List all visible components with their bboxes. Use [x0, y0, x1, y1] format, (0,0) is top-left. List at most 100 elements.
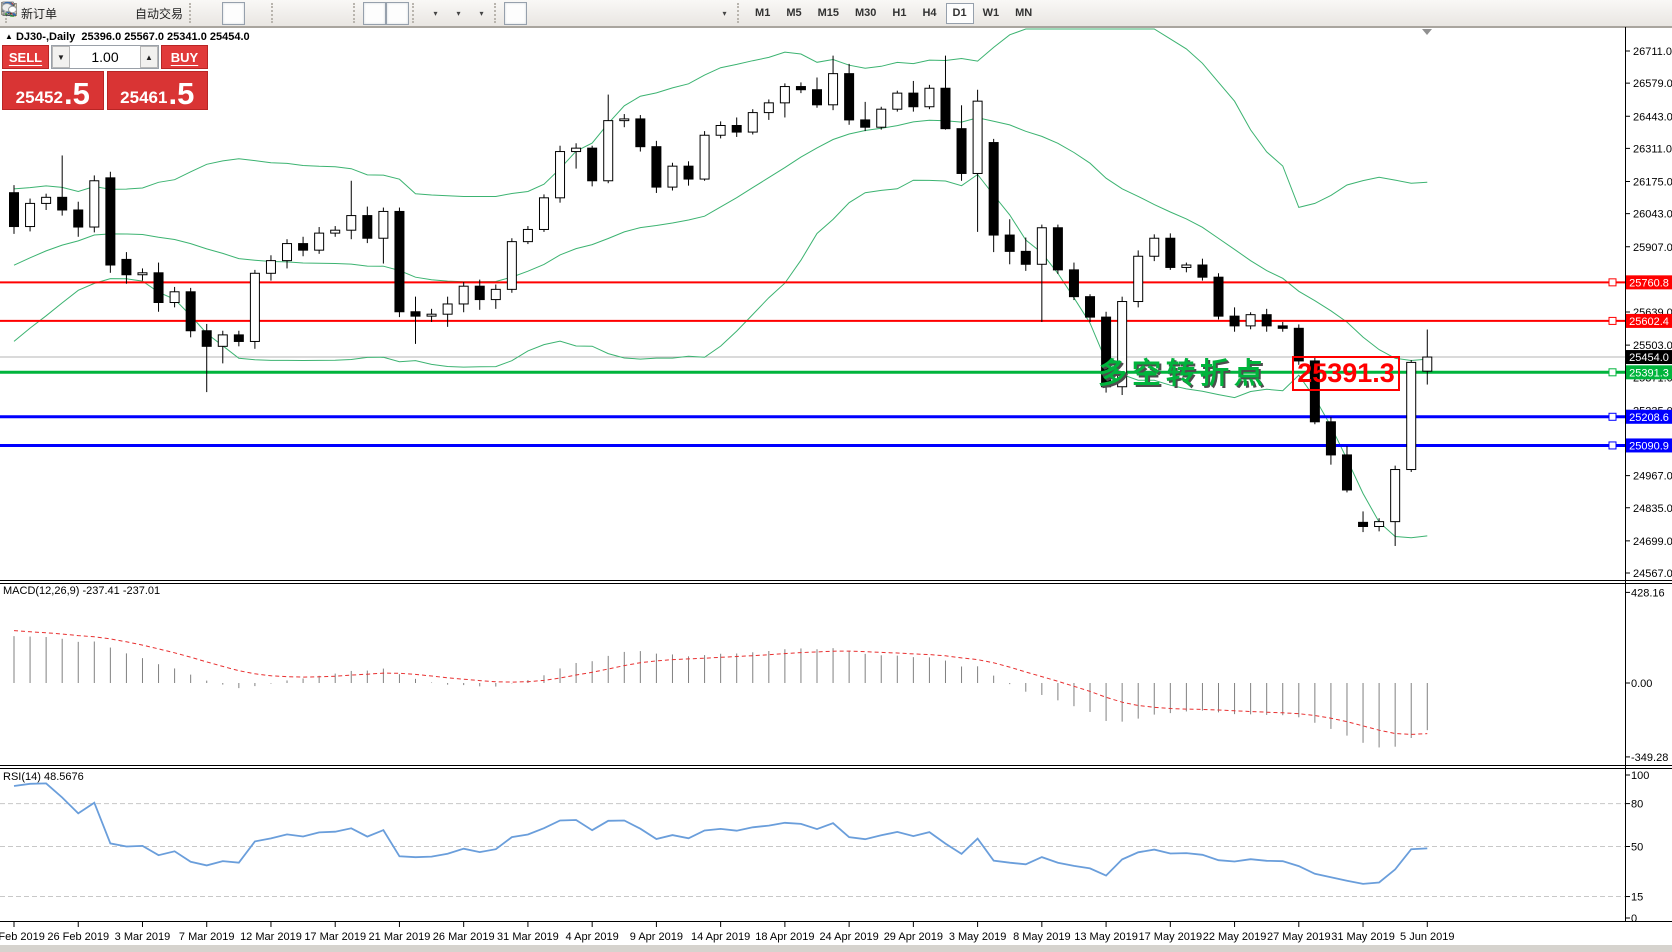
svg-text:31 Mar 2019: 31 Mar 2019 — [497, 931, 559, 943]
arrows-button[interactable]: ▾ — [3, 2, 734, 25]
timeframe-button-M15[interactable]: M15 — [811, 3, 846, 24]
timeframe-button-M1[interactable]: M1 — [748, 3, 777, 24]
indicator-list-button[interactable] — [0, 2, 83, 25]
timeframe-button-D1[interactable]: D1 — [945, 2, 974, 24]
svg-text:3 Mar 2019: 3 Mar 2019 — [115, 931, 171, 943]
chart-shift-marker[interactable] — [1422, 29, 1432, 35]
annotation-price-box[interactable]: 25391.3 — [1292, 356, 1400, 391]
market-watch-button[interactable] — [1, 2, 106, 25]
zoom-out-button[interactable] — [1, 1, 327, 25]
svg-text:18 Apr 2019: 18 Apr 2019 — [755, 931, 814, 943]
bollinger-bands — [13, 28, 1428, 539]
svg-text:17 May 2019: 17 May 2019 — [1139, 931, 1203, 943]
ohlc-readout: 25396.0 25567.0 25341.0 25454.0 — [81, 31, 250, 43]
svg-text:-349.28: -349.28 — [1631, 752, 1668, 764]
toolbar-grip[interactable] — [737, 3, 744, 23]
svg-text:24699.0: 24699.0 — [1633, 536, 1672, 548]
svg-text:25602.4: 25602.4 — [1629, 316, 1669, 328]
svg-text:80: 80 — [1631, 799, 1643, 811]
rsi-axis[interactable]: 100 80 50 15 0 — [1625, 770, 1649, 925]
zoom-in-button[interactable] — [1, 1, 304, 25]
window-bottom-edge — [0, 945, 1672, 952]
panel-dividers[interactable] — [0, 27, 1672, 922]
sell-price-display[interactable]: 25452 .5 — [2, 71, 104, 110]
svg-text:25090.9: 25090.9 — [1629, 440, 1669, 452]
timeframe-button-W1[interactable]: W1 — [976, 3, 1007, 24]
svg-text:428.16: 428.16 — [1631, 587, 1665, 599]
svg-text:26 Feb 2019: 26 Feb 2019 — [47, 931, 109, 943]
toolbar-grip[interactable] — [353, 3, 360, 23]
signal-button[interactable] — [2, 2, 129, 25]
rsi-name: RSI(14) — [3, 771, 41, 783]
svg-text:12 Mar 2019: 12 Mar 2019 — [240, 931, 302, 943]
text-label-button[interactable]: T — [1, 2, 711, 25]
rsi-levels — [0, 803, 1625, 898]
svg-text:24967.0: 24967.0 — [1633, 471, 1672, 483]
trade-prices-row: 25452 .5 25461 .5 — [2, 71, 208, 110]
horizontal-line-button[interactable] — [2, 2, 596, 25]
text-button[interactable]: A — [5, 2, 688, 25]
buy-button[interactable]: BUY — [161, 45, 208, 69]
autotrade-button[interactable]: 自动交易 — [2, 2, 186, 25]
bar-chart-button[interactable] — [2, 2, 222, 25]
annotation-text[interactable]: 多空转折点 — [1098, 358, 1269, 390]
volume-stepper: ▼ ▲ — [51, 45, 159, 69]
buy-price-display[interactable]: 25461 .5 — [106, 71, 208, 110]
period-button[interactable]: ▾ — [2, 2, 468, 25]
line-handles[interactable] — [1608, 278, 1617, 450]
templates-button[interactable]: ▾ — [1, 2, 491, 25]
macd-name: MACD(12,26,9) — [3, 585, 80, 597]
new-chart-button[interactable]: ▾ — [2, 1, 445, 25]
tile-windows-button[interactable] — [2, 2, 350, 25]
toolbar-grip[interactable] — [494, 3, 501, 23]
volume-decrease-button[interactable]: ▼ — [52, 46, 70, 68]
new-order-button[interactable]: 新订单 — [1, 2, 60, 25]
auto-scroll-button[interactable] — [2, 1, 387, 25]
chevron-down-icon: ▾ — [722, 8, 727, 18]
sell-price-main: 25452 — [15, 88, 63, 107]
timeframe-button-H1[interactable]: H1 — [885, 3, 913, 24]
one-click-trading-panel: SELL ▼ ▲ BUY 25452 .5 25461 .5 — [2, 45, 208, 110]
new-order-label: 新订单 — [21, 6, 58, 21]
svg-text:26043.0: 26043.0 — [1633, 209, 1672, 221]
svg-text:25208.6: 25208.6 — [1629, 412, 1669, 424]
volume-input[interactable] — [70, 46, 140, 68]
rsi-value: 48.5676 — [43, 771, 84, 783]
price-axis[interactable]: 26711.0 26579.0 26443.0 26311.0 26175.0 26043… — [1625, 46, 1672, 580]
vertical-line-button[interactable] — [8, 2, 573, 25]
crosshair-button[interactable] — [2, 2, 550, 25]
sell-price-fraction: .5 — [63, 75, 90, 111]
rsi-line — [13, 782, 1428, 885]
fibonacci-button[interactable]: F — [2, 2, 665, 25]
equidistant-channel-button[interactable]: E — [1, 2, 642, 25]
timeframe-button-H4[interactable]: H4 — [915, 3, 943, 24]
trendline-button[interactable] — [2, 2, 619, 25]
cursor-button[interactable] — [6, 1, 528, 25]
timeframe-button-MN[interactable]: MN — [1008, 3, 1039, 24]
search-button[interactable] — [1, 1, 1647, 25]
symbol-marker-icon: ▲ — [5, 32, 13, 41]
candlestick-chart-button[interactable] — [3, 1, 246, 25]
toolbar-grip[interactable] — [271, 3, 278, 23]
toolbar-grip[interactable] — [412, 3, 419, 23]
chart-shift-button[interactable] — [2, 1, 410, 25]
timeframe-button-M30[interactable]: M30 — [848, 3, 883, 24]
svg-text:21 Mar 2019: 21 Mar 2019 — [369, 931, 431, 943]
chevron-down-icon: ▾ — [433, 8, 438, 18]
toolbar-grip[interactable] — [189, 3, 196, 23]
svg-text:25907.0: 25907.0 — [1633, 242, 1672, 254]
svg-text:50: 50 — [1631, 842, 1643, 854]
macd-indicator-label: MACD(12,26,9) -237.41 -237.01 — [3, 585, 160, 597]
chat-button[interactable] — [1, 2, 1670, 25]
volume-increase-button[interactable]: ▲ — [140, 46, 158, 68]
svg-text:25503.0: 25503.0 — [1633, 340, 1672, 352]
autotrade-label: 自动交易 — [135, 6, 184, 21]
timeframe-button-M5[interactable]: M5 — [779, 3, 808, 24]
sell-button[interactable]: SELL — [2, 45, 49, 69]
horizontal-price-lines[interactable] — [0, 281, 1625, 447]
price-line-badges: 25760.8 25602.4 25454.0 25391.3 25208.6 25090… — [1626, 275, 1672, 453]
line-chart-button[interactable] — [1, 2, 268, 25]
